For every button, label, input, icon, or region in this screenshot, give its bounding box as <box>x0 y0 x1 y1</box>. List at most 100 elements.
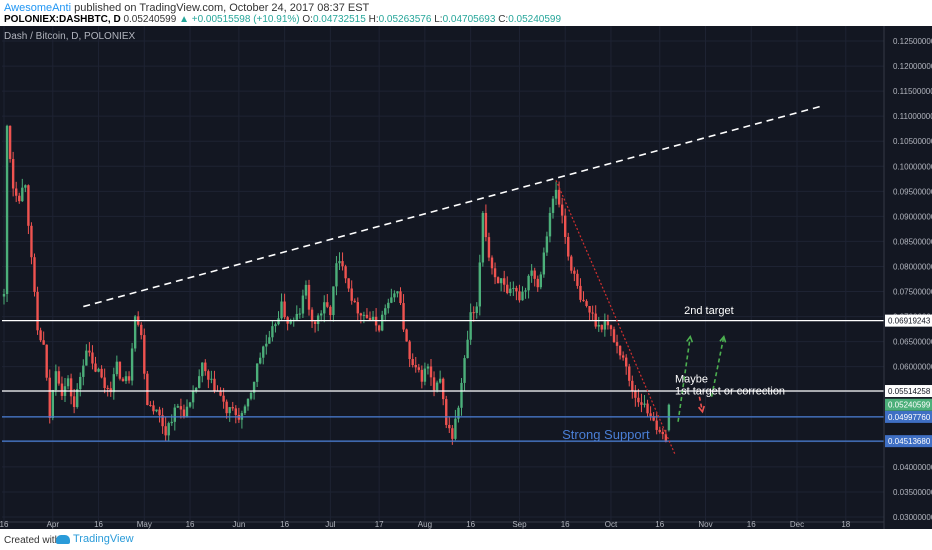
candle-body <box>524 290 527 292</box>
candle-body <box>106 387 109 389</box>
candle-body <box>606 321 610 326</box>
candle-body <box>234 408 237 415</box>
candle-body <box>499 278 503 284</box>
y-tick-label: 0.12500000 <box>893 37 932 46</box>
candle-body <box>377 325 381 331</box>
candle-body <box>103 377 106 388</box>
candle-body <box>11 158 15 189</box>
candle-body <box>54 371 58 391</box>
candle-body <box>323 302 326 314</box>
candle-body <box>414 364 417 368</box>
green-arrow-shaft <box>710 336 725 397</box>
open-label: O: <box>302 14 313 25</box>
candle-body <box>79 376 82 390</box>
created-with-text: Created with <box>4 535 61 546</box>
candle-body <box>618 345 622 356</box>
candle-body <box>564 215 567 237</box>
candle-body <box>539 274 542 288</box>
candle-body <box>551 198 555 213</box>
candle-body <box>265 343 268 347</box>
dashed-white-trendline <box>83 105 822 308</box>
candle-body <box>353 300 356 303</box>
candle-body <box>210 378 213 380</box>
y-tick-label: 0.09000000 <box>893 212 932 221</box>
candle-body <box>246 398 250 407</box>
candle-body <box>530 270 533 276</box>
candle-body <box>567 236 570 257</box>
candle-body <box>213 378 216 391</box>
candle-body <box>185 406 189 417</box>
candle-body <box>420 369 424 382</box>
symbol-info: POLONIEX:DASHBTC, D 0.05240599 ▲ +0.0051… <box>4 14 561 25</box>
candle-body <box>97 368 100 372</box>
candle-body <box>341 261 344 267</box>
candle-body <box>405 329 408 342</box>
price-change: ▲ +0.00515598 (+10.91%) <box>179 14 300 25</box>
candle-body <box>548 212 552 237</box>
last-price-tag <box>885 398 932 411</box>
candle-body <box>283 301 286 318</box>
candle-body <box>634 391 637 398</box>
x-tick-label: May <box>137 520 152 529</box>
time-axis[interactable]: 16 Apr 16 May 16 Jun 16 Jul 17 Aug 16 Sep 16 Oct 16 Nov… <box>0 520 851 529</box>
y-tick-label: 0.11500000 <box>893 87 932 96</box>
candle-body <box>411 359 414 365</box>
candle-body <box>381 314 384 331</box>
candle-body <box>585 301 588 307</box>
y-tick-label: 0.08000000 <box>893 262 932 271</box>
candle-body <box>15 188 18 196</box>
candle-body <box>603 321 607 330</box>
candle-body <box>582 299 585 302</box>
level-price-tag <box>885 385 932 398</box>
candle-body <box>45 344 48 378</box>
level-price-tag <box>885 435 932 448</box>
candle-body <box>140 324 143 336</box>
candle-body <box>332 286 335 316</box>
price-axis[interactable]: 0.12500000 0.12000000 0.11500000 0.11000000… <box>885 37 932 522</box>
y-tick-label: 0.10500000 <box>893 137 932 146</box>
horizontal-levels <box>2 319 884 442</box>
candle-body <box>384 308 387 315</box>
candle-body <box>219 391 222 396</box>
x-tick-label: 16 <box>94 520 103 529</box>
y-tick-label: 0.09500000 <box>893 187 932 196</box>
candle-body <box>387 302 390 309</box>
candle-body <box>274 324 277 327</box>
candle-body <box>21 187 24 202</box>
candle-body <box>356 302 359 314</box>
candle-body <box>658 429 661 432</box>
dotted-red-trendline <box>555 180 676 455</box>
candle-body <box>289 319 292 324</box>
annotation-text: Maybe <box>675 374 708 386</box>
brand-text: TradingView <box>73 533 134 545</box>
candle-body <box>557 189 561 205</box>
candle-body <box>155 409 158 412</box>
candle-body <box>545 236 549 253</box>
tradingview-link[interactable]: TradingView <box>56 533 134 545</box>
y-tick-label: 0.12000000 <box>893 62 932 71</box>
candle-body <box>573 270 576 274</box>
author-link[interactable]: AwesomeAnti <box>4 2 72 14</box>
candle-body <box>69 378 73 397</box>
candle-body <box>249 392 253 399</box>
candle-body <box>661 431 664 435</box>
level-price-tag <box>885 410 932 423</box>
candle-body <box>469 312 472 340</box>
candle-body <box>33 257 36 292</box>
candle-body <box>454 418 457 439</box>
candle-body <box>417 367 420 370</box>
candle-body <box>368 317 372 321</box>
y-tick-label: 0.06000000 <box>893 363 932 372</box>
candle-body <box>149 405 152 407</box>
candle-body <box>243 406 247 414</box>
candle-body <box>191 391 195 403</box>
candle-body <box>301 295 305 314</box>
candle-body <box>133 316 137 349</box>
candle-body <box>304 284 308 296</box>
candle-body <box>646 403 649 414</box>
candle-body <box>640 402 643 405</box>
candle-body <box>118 361 122 379</box>
x-tick-label: Oct <box>605 520 618 529</box>
candle-body <box>554 189 558 199</box>
